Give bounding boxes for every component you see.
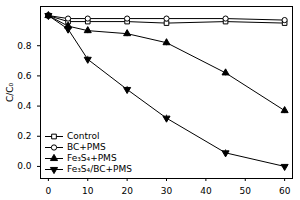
svg-text:0.0: 0.0: [17, 161, 32, 171]
html-text:Control: Control: [67, 131, 100, 141]
svg-text:0.6: 0.6: [17, 71, 32, 81]
svg-text:0: 0: [46, 186, 52, 196]
svg-text:20: 20: [121, 186, 133, 196]
svg-text:0.4: 0.4: [17, 101, 32, 111]
svg-text:40: 40: [200, 186, 212, 196]
svg-text:50: 50: [240, 186, 252, 196]
svg-text:60: 60: [279, 186, 291, 196]
svg-text:0.8: 0.8: [17, 41, 32, 51]
svg-text:0.2: 0.2: [17, 131, 31, 141]
html-text:BC+PMS: BC+PMS: [67, 142, 106, 152]
html-text:Fe₃S₄/BC+PMS: Fe₃S₄/BC+PMS: [67, 164, 132, 174]
svg-text:10: 10: [82, 186, 94, 196]
html-text:Fe₃S₄+PMS: Fe₃S₄+PMS: [67, 153, 117, 163]
svg-text:30: 30: [161, 186, 173, 196]
svg-text:C/C₀: C/C₀: [5, 83, 15, 103]
